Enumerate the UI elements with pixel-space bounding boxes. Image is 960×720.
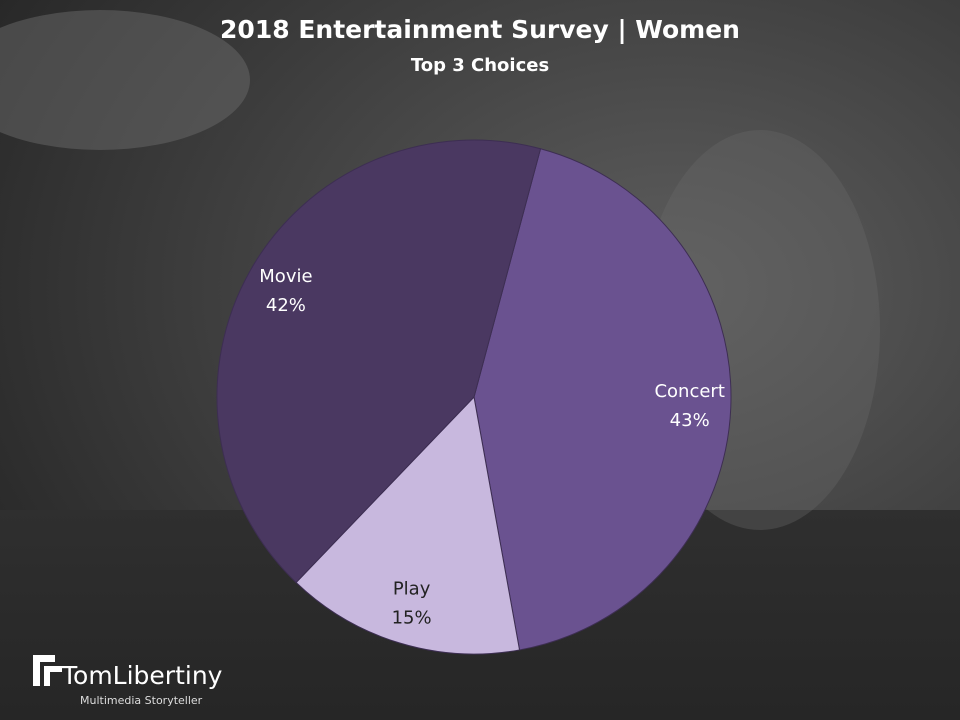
chart-title: 2018 Entertainment Survey | Women xyxy=(220,15,740,44)
slice-value-label: 43% xyxy=(670,410,710,431)
logo-icon xyxy=(33,662,40,686)
slice-category-label: Concert xyxy=(654,381,724,402)
slice-value-label: 15% xyxy=(392,608,432,629)
logo-icon xyxy=(44,666,62,672)
chart-subtitle: Top 3 Choices xyxy=(411,55,549,76)
logo-icon xyxy=(33,655,55,662)
logo-name: TomLibertiny xyxy=(61,661,223,690)
background-cloud xyxy=(0,10,250,150)
logo-tagline: Multimedia Storyteller xyxy=(80,694,203,707)
slice-value-label: 42% xyxy=(266,295,306,316)
pie: Concert 43% Play 15% Movie 42% xyxy=(216,139,732,655)
pie-slice xyxy=(295,395,521,655)
slice-category-label: Movie xyxy=(259,266,312,287)
logo: TomLibertiny Multimedia Storyteller xyxy=(33,655,223,707)
slice-category-label: Play xyxy=(393,579,431,600)
logo-icon xyxy=(44,672,50,686)
pie-slice xyxy=(473,148,732,651)
pie-slice xyxy=(216,139,542,584)
